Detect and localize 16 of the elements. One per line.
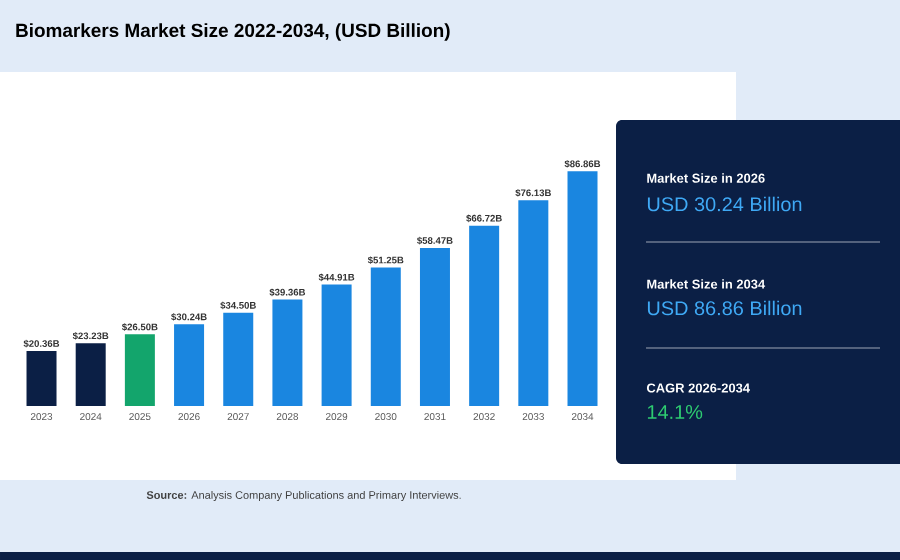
bar	[567, 171, 598, 406]
bar	[75, 343, 106, 406]
text: USD 30.24 Billion	[647, 196, 802, 212]
bar	[469, 225, 500, 406]
bar	[518, 200, 549, 406]
bar	[124, 334, 155, 406]
bar	[419, 247, 450, 406]
text: 14.1%	[647, 405, 703, 419]
bar	[223, 312, 254, 406]
chart-title: Biomarkers Market Size 2022-2034, (USD Billion)	[16, 23, 450, 41]
bar	[370, 267, 401, 406]
bar	[174, 324, 205, 406]
bar	[272, 299, 303, 406]
text: USD 86.86 Billion	[647, 300, 802, 316]
bar	[321, 284, 352, 406]
bar	[26, 350, 57, 406]
